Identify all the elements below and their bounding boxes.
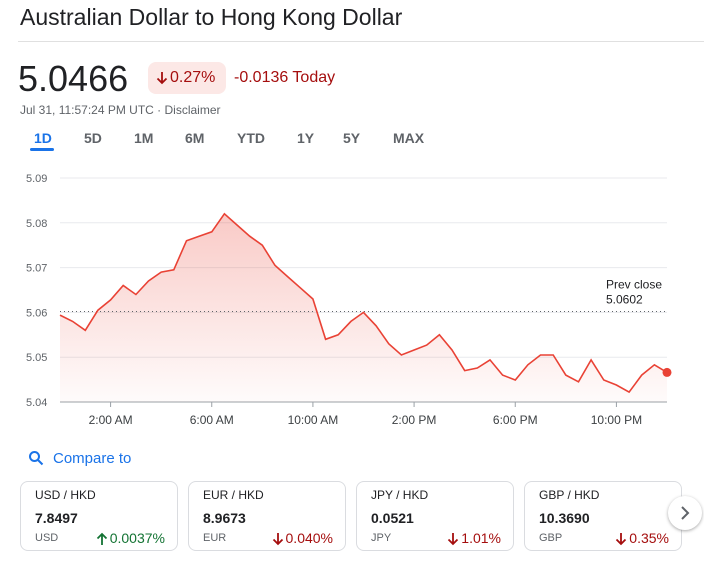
card-price: 7.8497 <box>35 510 78 526</box>
tab-underline <box>30 148 54 151</box>
down-arrow <box>156 72 168 85</box>
y-tick-label: 5.05 <box>26 352 47 364</box>
chart: 5.04 5.05 5.06 5.07 5.08 5.09 2:00 AM 6:00 AM 10… <box>26 173 672 427</box>
card-symbol: GBP <box>539 532 563 544</box>
x-tick-label: 2:00 PM <box>392 413 437 427</box>
down-arrow <box>447 533 459 546</box>
compare-card[interactable]: USD / HKD 7.8497 USD 0.0037% <box>20 481 178 551</box>
price-line <box>59 212 668 394</box>
timestamp: Jul 31, 11:57:24 PM UTC · Disclaimer <box>20 103 221 117</box>
range-tab[interactable]: 5D <box>84 130 102 146</box>
card-change: 0.040% <box>285 530 333 546</box>
range-tab[interactable]: 1M <box>134 130 154 146</box>
card-pair: JPY / HKD <box>371 488 429 502</box>
separator <box>18 41 704 42</box>
x-tick-label: 6:00 PM <box>493 413 538 427</box>
y-tick-label: 5.04 <box>26 397 47 409</box>
card-change: 0.0037% <box>109 530 165 546</box>
card-change: 0.35% <box>629 530 669 546</box>
compare-card[interactable]: GBP / HKD 10.3690 GBP 0.35% <box>524 481 682 551</box>
card-pair: EUR / HKD <box>203 488 264 502</box>
y-tick-label: 5.06 <box>26 307 47 319</box>
range-tab[interactable]: 1D <box>34 130 52 146</box>
prev-close-label: Prev close <box>606 278 662 292</box>
up-arrow <box>96 532 108 545</box>
range-tab[interactable]: 1Y <box>297 130 315 146</box>
y-tick-label: 5.09 <box>26 173 47 185</box>
compare-card[interactable]: JPY / HKD 0.0521 JPY 1.01% <box>356 481 514 551</box>
range-tab[interactable]: 6M <box>185 130 205 146</box>
area-fill <box>60 213 667 402</box>
compare-link[interactable]: Compare to <box>53 450 132 467</box>
down-arrow <box>615 533 627 546</box>
change: -0.0136 Today <box>234 69 336 86</box>
x-tick-label: 2:00 AM <box>89 413 133 427</box>
price: 5.0466 <box>18 58 129 99</box>
y-tick-label: 5.07 <box>26 263 47 275</box>
change-pill: 0.27% <box>148 62 226 94</box>
x-tick-label: 10:00 AM <box>288 413 339 427</box>
prev-close-value: 5.0602 <box>606 293 643 307</box>
card-price: 8.9673 <box>203 510 246 526</box>
last-point <box>662 367 672 377</box>
search-icon <box>29 451 44 466</box>
card-symbol: EUR <box>203 532 227 544</box>
x-tick-label: 10:00 PM <box>591 413 642 427</box>
next-button[interactable] <box>668 496 702 530</box>
card-price: 10.3690 <box>539 510 590 526</box>
card-pair: USD / HKD <box>35 488 96 502</box>
chevron <box>681 506 690 520</box>
card-symbol: JPY <box>371 532 392 544</box>
y-tick-label: 5.08 <box>26 218 47 230</box>
range-tab[interactable]: YTD <box>237 130 265 146</box>
compare-card[interactable]: EUR / HKD 8.9673 EUR 0.040% <box>188 481 346 551</box>
card-change: 1.01% <box>461 530 501 546</box>
range-tab[interactable]: MAX <box>393 130 425 146</box>
card-symbol: USD <box>35 532 59 544</box>
card-pair: GBP / HKD <box>539 488 600 502</box>
change-pct: 0.27% <box>170 69 216 86</box>
range-tab[interactable]: 5Y <box>343 130 361 146</box>
down-arrow <box>272 533 284 546</box>
title: Australian Dollar to Hong Kong Dollar <box>20 4 403 30</box>
x-tick-label: 6:00 AM <box>190 413 234 427</box>
card-price: 0.0521 <box>371 510 414 526</box>
